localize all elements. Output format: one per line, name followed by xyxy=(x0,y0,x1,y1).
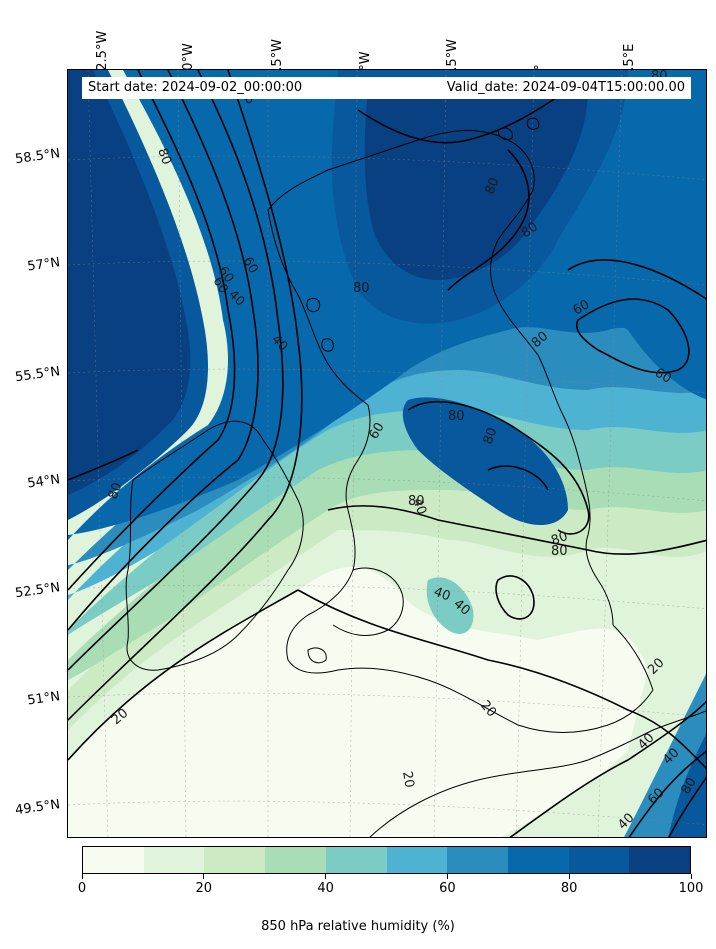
contour-label: 60 xyxy=(652,365,674,386)
colorbar-tick-label: 60 xyxy=(439,881,456,896)
lat-label-55-5n: 55.5°N xyxy=(14,364,62,386)
start-date-label: Start date: 2024-09-02_00:00:00 xyxy=(88,80,303,95)
lat-label-52-5n: 52.5°N xyxy=(14,580,62,602)
contour-label: 80 xyxy=(551,544,568,559)
contour-label: 80 xyxy=(481,426,501,447)
humidity-band-90-100-scotland xyxy=(364,90,588,280)
humidity-map: 80 80 60 40 40 80 80 80 80 60 60 80 60 8… xyxy=(68,70,706,837)
colorbar-segment xyxy=(143,847,205,873)
colorbar-segment xyxy=(265,847,326,873)
humidity-contours xyxy=(68,70,706,837)
lat-label-57n: 57°N xyxy=(26,255,62,275)
colorbar-tick-label: 0 xyxy=(77,881,87,896)
colorbar-tick xyxy=(325,874,327,879)
colorbar-tick-label: 80 xyxy=(560,881,578,896)
coastline xyxy=(125,117,706,837)
contour-label: 60 xyxy=(571,297,593,318)
colorbar-tick xyxy=(81,874,83,879)
map-panel[interactable]: 80 80 60 40 40 80 80 80 80 60 60 80 60 8… xyxy=(67,69,707,838)
colorbar-segment xyxy=(568,847,630,873)
lat-label-49-5n: 49.5°N xyxy=(14,797,62,819)
colorbar-tick xyxy=(446,874,448,879)
contour-label: 80 xyxy=(448,409,465,424)
contour-label: 80 xyxy=(408,494,425,509)
colorbar-tick-label: 100 xyxy=(678,881,704,896)
colorbar-segment xyxy=(83,847,144,873)
contour-label: 60 xyxy=(366,420,387,442)
humidity-band-80-90-england xyxy=(402,397,568,525)
colorbar-segment xyxy=(507,847,569,873)
colorbar-tick xyxy=(203,874,205,879)
lat-label-51n: 51°N xyxy=(26,689,62,709)
contour-label: 80 xyxy=(549,529,570,549)
colorbar-segment xyxy=(204,847,266,873)
colorbar-tick xyxy=(690,874,692,879)
colorbar-segment xyxy=(325,847,387,873)
contour-label: 80 xyxy=(678,775,699,797)
humidity-band-90-100-west xyxy=(68,70,191,495)
date-info-box: Start date: 2024-09-02_00:00:00 Valid_da… xyxy=(82,77,691,99)
contour-label: 60 xyxy=(210,275,231,297)
humidity-band-30-40-wales xyxy=(426,577,474,634)
colorbar-segment xyxy=(447,847,508,873)
contour-label: 40 xyxy=(409,496,429,517)
humidity-band-70-80-northsea xyxy=(568,230,706,400)
colorbar-segment xyxy=(386,847,448,873)
contour-label: 60 xyxy=(240,255,261,277)
colorbar-label: 850 hPa relative humidity (%) xyxy=(261,919,455,934)
humidity-colorbar xyxy=(82,846,691,874)
contour-label: 80 xyxy=(483,176,503,197)
contour-label: 80 xyxy=(353,281,370,296)
humidity-band-0-10-south xyxy=(68,566,648,837)
colorbar-tick-label: 40 xyxy=(317,881,334,896)
colorbar-segment xyxy=(629,847,691,873)
lat-label-58-5n: 58.5°N xyxy=(14,146,62,168)
lat-label-54n: 54°N xyxy=(26,472,62,492)
colorbar-tick xyxy=(568,874,570,879)
contour-label: 80 xyxy=(106,481,126,502)
colorbar-tick-label: 20 xyxy=(195,881,213,896)
contour-label: 20 xyxy=(399,770,417,789)
graticule xyxy=(68,70,706,837)
contour-label: 40 xyxy=(432,585,453,605)
contour-label: 80 xyxy=(154,146,174,167)
valid-date-label: Valid_date: 2024-09-04T15:00:00.00 xyxy=(446,80,685,95)
